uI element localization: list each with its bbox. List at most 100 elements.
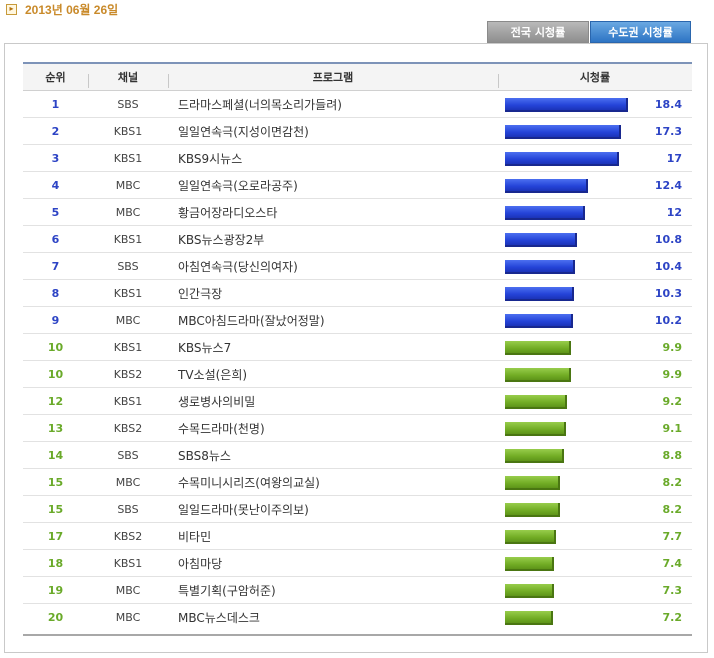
rating-value: 9.2 [662, 394, 683, 408]
table-row: 17 KBS2 비타민 7.7 [23, 523, 692, 550]
rank-cell: 10 [47, 367, 64, 381]
rating-value: 10.4 [654, 259, 682, 273]
table-row: 3 KBS1 KBS9시뉴스 17 [23, 145, 692, 172]
rating-bar [505, 395, 567, 409]
program-cell: 비타민 [178, 529, 212, 544]
rating-cell: 7.2 [498, 604, 692, 631]
program-cell: 수목미니시리즈(여왕의교실) [178, 475, 320, 490]
program-cell: 황금어장라디오스타 [178, 205, 278, 220]
rank-cell: 6 [51, 232, 60, 246]
channel-cell: KBS1 [113, 151, 143, 165]
rating-tabs: 전국 시청률 수도권 시청률 [487, 21, 691, 43]
rating-bar [505, 179, 588, 193]
table-row: 5 MBC 황금어장라디오스타 12 [23, 199, 692, 226]
rating-bar [505, 206, 585, 220]
rating-value: 10.8 [654, 232, 682, 246]
table-row: 13 KBS2 수목드라마(천명) 9.1 [23, 415, 692, 442]
rating-value: 7.4 [662, 556, 683, 570]
rating-cell: 7.3 [498, 577, 692, 603]
channel-cell: KBS1 [113, 232, 143, 246]
rank-cell: 2 [51, 124, 60, 138]
program-cell: 아침마당 [178, 556, 223, 571]
rating-cell: 9.2 [498, 388, 692, 414]
rating-cell: 17.3 [498, 118, 692, 144]
tab-capital-rating[interactable]: 수도권 시청률 [590, 21, 691, 43]
channel-cell: KBS2 [113, 421, 143, 435]
rating-value: 8.2 [662, 475, 683, 489]
ratings-table: 순위 채널 프로그램 시청률 1 SBS 드라마스페셜(너의목소리가들려) 18.4 2… [23, 62, 692, 631]
rating-value: 10.3 [654, 286, 682, 300]
rating-cell: 10.2 [498, 307, 692, 333]
rating-cell: 18.4 [498, 91, 692, 117]
rating-bar [505, 341, 571, 355]
table-bottom-rule [23, 634, 692, 636]
rating-bar [505, 557, 554, 571]
rank-cell: 10 [47, 340, 64, 354]
rank-cell: 3 [51, 151, 60, 165]
channel-cell: KBS1 [113, 286, 143, 300]
rank-cell: 4 [51, 178, 60, 192]
program-cell: 특별기획(구암허준) [178, 583, 276, 598]
rating-cell: 7.4 [498, 550, 692, 576]
rank-cell: 9 [51, 313, 60, 327]
tab-national-rating[interactable]: 전국 시청률 [487, 21, 589, 43]
rating-value: 12.4 [654, 178, 682, 192]
table-row: 1 SBS 드라마스페셜(너의목소리가들려) 18.4 [23, 91, 692, 118]
rating-cell: 17 [498, 145, 692, 171]
program-cell: 일일드라마(못난이주의보) [178, 502, 309, 517]
channel-cell: KBS2 [113, 529, 143, 543]
program-cell: 생로병사의비밀 [178, 394, 256, 409]
table-row: 7 SBS 아침연속극(당신의여자) 10.4 [23, 253, 692, 280]
rank-cell: 1 [51, 97, 60, 111]
channel-cell: MBC [115, 475, 141, 489]
rating-cell: 7.7 [498, 523, 692, 549]
channel-cell: KBS1 [113, 340, 143, 354]
rating-value: 12 [666, 205, 682, 219]
rating-bar [505, 368, 571, 382]
program-cell: KBS뉴스7 [178, 340, 232, 355]
rating-value: 8.8 [662, 448, 683, 462]
rating-cell: 10.4 [498, 253, 692, 279]
table-row: 14 SBS SBS8뉴스 8.8 [23, 442, 692, 469]
table-row: 6 KBS1 KBS뉴스광장2부 10.8 [23, 226, 692, 253]
rating-cell: 9.9 [498, 334, 692, 360]
channel-cell: SBS [117, 502, 139, 516]
program-cell: 드라마스페셜(너의목소리가들려) [178, 97, 342, 112]
rating-value: 17.3 [654, 124, 682, 138]
rating-bar [505, 584, 554, 598]
header-rating: 시청률 [498, 69, 692, 88]
rating-value: 8.2 [662, 502, 683, 516]
program-cell: 수목드라마(천명) [178, 421, 265, 436]
program-cell: SBS8뉴스 [178, 448, 231, 463]
rating-value: 9.9 [662, 340, 683, 354]
table-row: 20 MBC MBC뉴스데스크 7.2 [23, 604, 692, 631]
rating-bar [505, 260, 575, 274]
chevron-right-icon: ▸ [6, 3, 17, 15]
channel-cell: SBS [117, 448, 139, 462]
rating-bar [505, 287, 574, 301]
channel-cell: KBS1 [113, 124, 143, 138]
channel-cell: MBC [115, 313, 141, 327]
table-row: 4 MBC 일일연속극(오로라공주) 12.4 [23, 172, 692, 199]
program-cell: 일일연속극(지성이면감천) [178, 124, 309, 139]
channel-cell: SBS [117, 259, 139, 273]
rank-cell: 5 [51, 205, 60, 219]
date-label: 2013년 06월 26일 [25, 2, 119, 17]
program-cell: MBC아침드라마(잘났어정말) [178, 313, 325, 328]
rating-bar [505, 503, 560, 517]
table-header: 순위 채널 프로그램 시청률 [23, 64, 692, 91]
rating-bar [505, 152, 619, 166]
program-cell: KBS뉴스광장2부 [178, 232, 265, 247]
rating-cell: 9.1 [498, 415, 692, 441]
rating-value: 9.1 [662, 421, 683, 435]
rating-cell: 8.8 [498, 442, 692, 468]
channel-cell: MBC [115, 178, 141, 192]
rank-cell: 8 [51, 286, 60, 300]
table-row: 9 MBC MBC아침드라마(잘났어정말) 10.2 [23, 307, 692, 334]
channel-cell: MBC [115, 205, 141, 219]
program-cell: 아침연속극(당신의여자) [178, 259, 298, 274]
rating-bar [505, 449, 564, 463]
program-cell: TV소설(은희) [178, 367, 248, 382]
header-program: 프로그램 [168, 69, 498, 88]
rating-bar [505, 125, 621, 139]
